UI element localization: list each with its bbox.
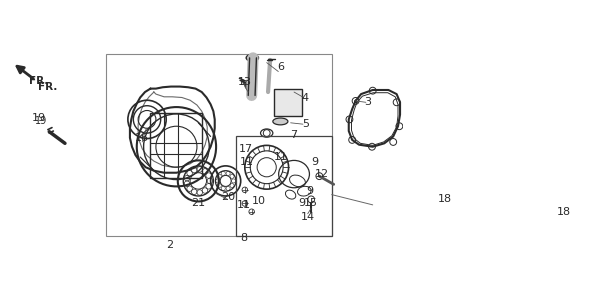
Text: 18: 18 bbox=[438, 194, 453, 204]
Text: 15: 15 bbox=[304, 198, 318, 209]
Text: 2: 2 bbox=[166, 240, 173, 250]
Text: 9: 9 bbox=[306, 186, 313, 196]
Text: 9: 9 bbox=[311, 157, 318, 167]
Bar bbox=[236, 136, 332, 236]
Text: 20: 20 bbox=[221, 192, 235, 202]
Text: 19: 19 bbox=[35, 116, 47, 126]
Text: 18: 18 bbox=[557, 207, 571, 217]
Ellipse shape bbox=[273, 118, 288, 125]
Text: FR.: FR. bbox=[30, 76, 48, 86]
Text: 21: 21 bbox=[191, 198, 205, 209]
Text: 7: 7 bbox=[290, 130, 297, 140]
Text: 13: 13 bbox=[238, 77, 252, 87]
Bar bbox=[274, 88, 302, 116]
Text: 8: 8 bbox=[241, 233, 248, 244]
Text: FR.: FR. bbox=[38, 82, 58, 92]
Bar bbox=[150, 113, 202, 178]
Text: 9: 9 bbox=[298, 198, 305, 209]
Text: 11: 11 bbox=[273, 152, 287, 162]
Text: 16: 16 bbox=[135, 133, 149, 143]
Text: 17: 17 bbox=[239, 144, 253, 154]
Ellipse shape bbox=[246, 54, 258, 61]
Text: 19: 19 bbox=[32, 113, 46, 123]
Text: 14: 14 bbox=[301, 212, 315, 222]
Text: 6: 6 bbox=[277, 62, 284, 72]
Text: 11: 11 bbox=[237, 200, 250, 210]
Bar bbox=[106, 54, 332, 236]
Text: 11: 11 bbox=[240, 157, 254, 167]
Text: 4: 4 bbox=[301, 92, 309, 103]
Text: 5: 5 bbox=[302, 119, 309, 129]
Text: 3: 3 bbox=[363, 97, 371, 107]
FancyBboxPatch shape bbox=[560, 194, 571, 210]
FancyBboxPatch shape bbox=[442, 182, 452, 197]
Text: 12: 12 bbox=[314, 169, 329, 179]
Text: 10: 10 bbox=[252, 197, 266, 206]
